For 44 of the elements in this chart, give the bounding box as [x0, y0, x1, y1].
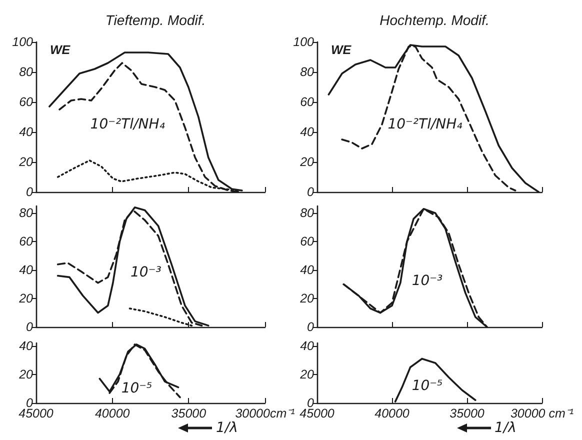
- x-tick-label: 30000 cm⁻¹: [510, 406, 574, 420]
- y-tick-label: 20: [18, 155, 34, 169]
- y-axis-title: WE: [50, 43, 71, 57]
- y-tick-label: 40: [300, 263, 314, 278]
- y-tick-label: 80: [19, 65, 34, 79]
- y-tick-label: 80: [300, 206, 314, 220]
- y-tick-label: 0: [26, 185, 34, 199]
- y-tick-label: 60: [300, 234, 314, 249]
- annotation: 10⁻³: [130, 264, 162, 281]
- y-tick-label: 80: [19, 206, 34, 220]
- y-tick-label: 100: [12, 35, 34, 49]
- y-tick-label: 0: [26, 320, 34, 334]
- y-tick-label: 40: [19, 263, 34, 278]
- x-tick-label: 35000: [450, 406, 484, 420]
- x-tick-label: 35000: [171, 406, 206, 420]
- y-tick-label: 20: [299, 367, 314, 382]
- y-tick-label: 0: [307, 320, 314, 334]
- chart-title: Tieftemp. Modif.: [105, 12, 206, 28]
- y-tick-label: 20: [18, 367, 34, 382]
- y-tick-label: 60: [19, 234, 34, 249]
- annotation: 10⁻⁵: [121, 380, 153, 397]
- y-tick-label: 40: [19, 338, 34, 353]
- y-tick-label: 40: [300, 338, 314, 353]
- y-tick-label: 60: [300, 95, 314, 109]
- x-axis-title: 1/λ: [216, 420, 238, 436]
- annotation: 10⁻²Tl/NH₄: [90, 116, 166, 132]
- y-tick-label: 40: [300, 125, 314, 139]
- x-axis-title: 1/λ: [494, 420, 516, 436]
- y-tick-label: 20: [18, 292, 34, 306]
- annotation: 10⁻³: [412, 273, 444, 290]
- x-tick-label: 30000cm⁻¹: [235, 406, 295, 420]
- x-tick-label: 40000: [374, 406, 410, 420]
- x-tick-label: 40000: [94, 406, 130, 420]
- y-tick-label: 0: [307, 185, 314, 199]
- y-tick-label: 40: [19, 125, 34, 139]
- annotation: 10⁻²Tl/NH₄: [388, 116, 463, 132]
- chart-title: Hochtemp. Modif.: [380, 12, 490, 28]
- y-tick-label: 80: [300, 65, 314, 79]
- annotation: 10⁻⁵: [412, 378, 444, 394]
- y-tick-label: 60: [19, 95, 34, 109]
- y-tick-label: 20: [299, 155, 314, 169]
- y-axis-title: WE: [331, 43, 352, 57]
- y-tick-label: 100: [293, 35, 314, 49]
- y-tick-label: 20: [299, 292, 314, 306]
